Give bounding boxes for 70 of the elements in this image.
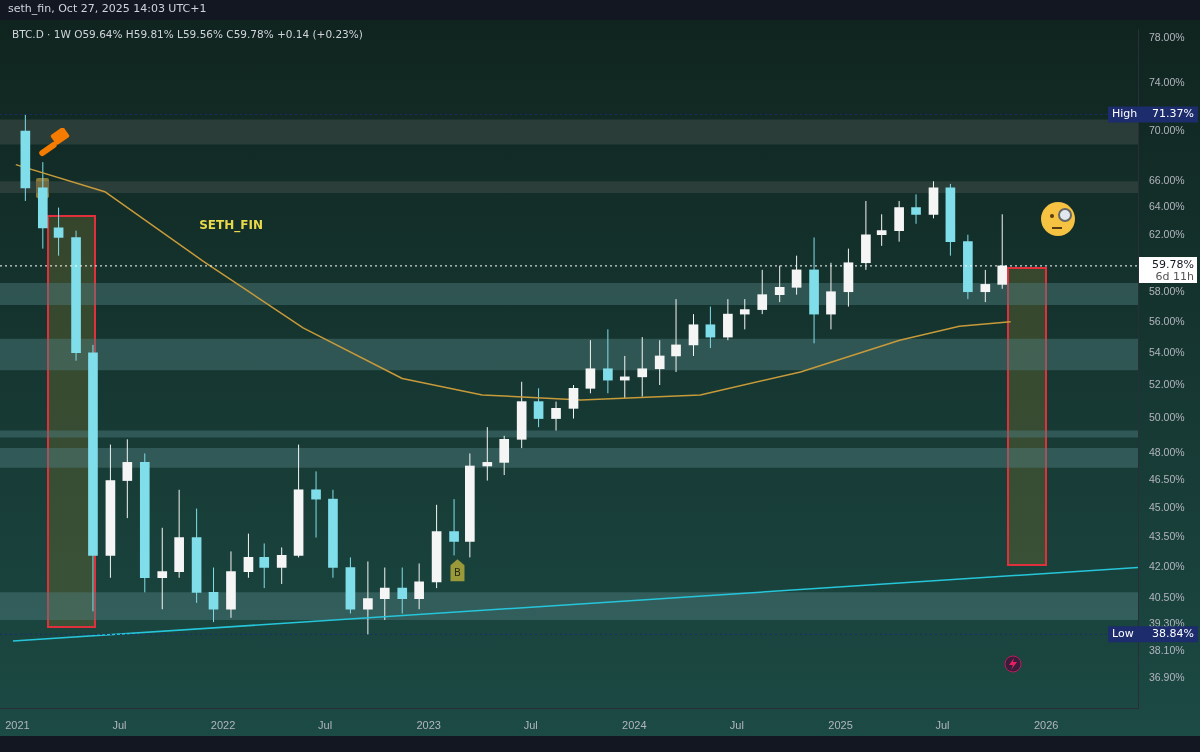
candlestick [397,567,408,615]
x-tick-label: 2022 [210,719,236,732]
candlestick [157,527,168,610]
candlestick [757,269,768,315]
candlestick [363,560,373,635]
candlestick [723,298,733,341]
x-tick-label: Jul [729,719,744,732]
y-tick-label: 78.00% [1149,31,1185,44]
candlestick [654,339,665,386]
y-tick-label: 56.00% [1149,314,1185,327]
candlestick [53,207,64,257]
candlestick [449,498,459,556]
x-tick-label: 2024 [622,719,647,732]
y-tick-label: 42.00% [1149,560,1185,573]
candlestick [688,313,699,357]
candlestick [276,546,287,585]
y-tick-label: 74.00% [1149,76,1185,89]
x-tick-label: Jul [523,719,538,732]
candlestick [499,435,510,476]
candlestick [603,328,613,394]
y-tick-label: 46.50% [1149,473,1185,486]
y-tick-label: 43.50% [1149,530,1185,543]
y-tick-label: 70.00% [1149,123,1185,136]
x-tick-label: 2026 [1033,719,1059,732]
candlestick [414,562,424,610]
x-tick-label: Jul [318,719,333,732]
y-tick-label: 64.00% [1149,200,1185,213]
x-tick-label: 2025 [828,719,853,732]
y-tick-label: 45.00% [1149,501,1185,514]
candlestick [122,438,133,519]
candlestick [705,306,716,349]
y-tick-label: 38.10% [1149,643,1185,656]
chart-title: BTC.D · 1W O59.64% H59.81% L59.56% C59.78% +0.14 (+0.23%) [12,28,363,40]
candlestick [637,336,648,398]
candlestick [876,213,887,247]
candlestick [671,298,681,373]
annotation: SETH_FIN [199,218,263,234]
x-tick-label: Jul [935,719,950,732]
ref-line-label: 59.78% 6d 11h [1152,257,1195,283]
candlestick [259,542,270,589]
candlestick [482,426,493,482]
text: High 71.37% [1112,107,1194,121]
candlestick [739,298,750,330]
text: Low 38.84% [1112,627,1194,641]
candlestick [551,401,561,432]
y-tick-label: 36.90% [1149,671,1185,684]
candlestick [568,384,579,420]
y-tick-label: 50.00% [1149,411,1185,424]
candlestick [585,339,596,394]
y-tick-label: 52.00% [1149,377,1185,390]
x-tick-label: 2021 [5,719,30,732]
y-tick-label: 48.00% [1149,446,1185,459]
candlestick [980,269,991,303]
x-tick-label: Jul [112,719,127,732]
y-tick-label: 62.00% [1149,227,1185,240]
candlestick [311,470,321,539]
candlestick [533,387,544,428]
y-tick-label: 40.50% [1149,591,1185,604]
y-tick-label: 54.00% [1149,345,1185,358]
y-tick-label: 58.00% [1149,284,1185,297]
candlestick [911,193,921,225]
x-tick-label: 2023 [416,719,441,732]
candlestick [208,567,219,623]
y-tick-label: 66.00% [1149,174,1185,187]
text: seth_fin, Oct 27, 2025 14:03 UTC+1 [8,2,207,15]
y-tick-label: 39.30% [1149,617,1185,630]
candlestick [243,533,254,579]
candlestick [379,567,390,621]
annotation: B [454,566,462,578]
candlestick [894,200,904,243]
